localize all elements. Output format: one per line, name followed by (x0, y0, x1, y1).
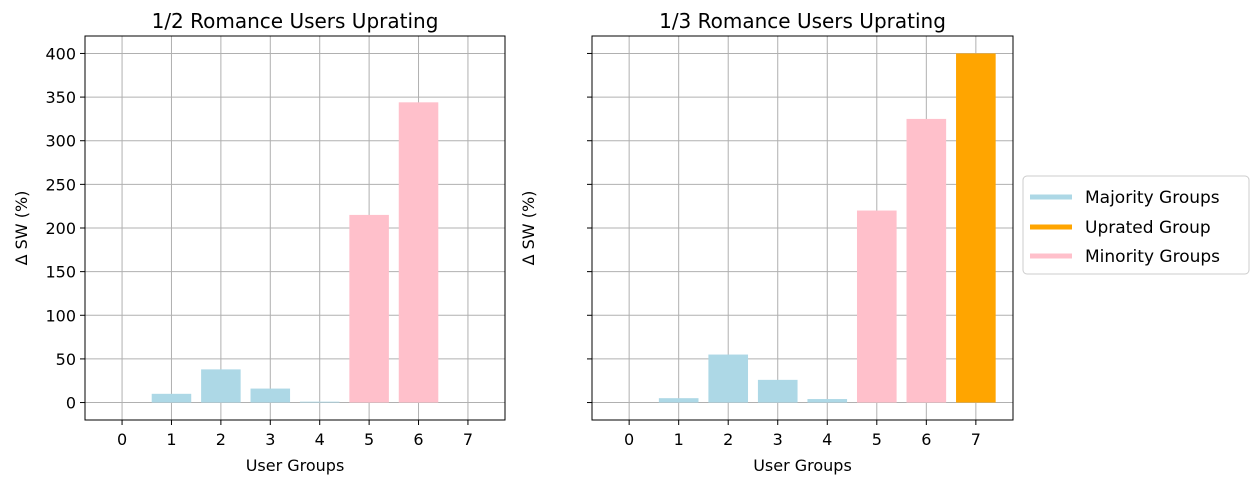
x-tick-label: 1 (674, 430, 684, 449)
chart-title: 1/2 Romance Users Uprating (152, 9, 439, 33)
y-axis-label: Δ SW (%) (519, 191, 538, 266)
x-tick-label: 5 (872, 430, 882, 449)
x-tick-label: 2 (216, 430, 226, 449)
bar-group-2 (201, 369, 241, 403)
x-tick-label: 1 (166, 430, 176, 449)
bar-group-5 (349, 214, 389, 403)
x-tick-label: 3 (265, 430, 275, 449)
bar-group-6 (906, 118, 947, 403)
x-tick-label: 6 (921, 430, 931, 449)
bar-group-1 (658, 398, 699, 403)
y-tick-label: 200 (45, 219, 76, 238)
chart-title: 1/3 Romance Users Uprating (659, 9, 946, 33)
legend-label-majority: Majority Groups (1085, 188, 1220, 208)
x-tick-label: 2 (723, 430, 733, 449)
bar-group-3 (250, 388, 291, 403)
bar-group-3 (757, 379, 798, 403)
y-tick-label: 300 (45, 132, 76, 151)
bar-group-6 (398, 102, 439, 403)
legend-label-minority: Minority Groups (1085, 247, 1220, 267)
legend-label-uprated: Uprated Group (1085, 218, 1211, 238)
chart-panel-left: 0 1 2 3 4 5 6 7 0 50 100 150 200 250 300 350 400 1/2 Roma… (12, 9, 506, 475)
y-tick-label: 0 (66, 394, 76, 413)
axes-frame (84, 35, 506, 421)
x-tick-label: 4 (315, 430, 325, 449)
y-tick-label: 250 (45, 175, 76, 194)
y-tick-label: 100 (45, 306, 76, 325)
legend: Majority Groups Uprated Group Minority G… (1022, 175, 1250, 275)
bar-group-5 (856, 210, 897, 403)
x-tick-label: 0 (624, 430, 634, 449)
x-tick-label: 4 (822, 430, 832, 449)
y-tick-label: 50 (56, 350, 76, 369)
x-axis-label: User Groups (753, 456, 852, 475)
bar-group-2 (708, 354, 749, 403)
bar-group-4 (299, 401, 340, 403)
x-axis-label: User Groups (246, 456, 345, 475)
bar-group-1 (151, 393, 192, 403)
x-tick-label: 7 (463, 430, 473, 449)
legend-frame (1022, 175, 1250, 275)
y-axis-label: Δ SW (%) (12, 191, 31, 266)
y-tick-label: 400 (45, 44, 76, 63)
bar-group-7 (956, 53, 996, 403)
x-tick-label: 5 (364, 430, 374, 449)
x-tick-label: 7 (971, 430, 981, 449)
bar-group-4 (807, 399, 848, 403)
x-tick-label: 0 (117, 430, 127, 449)
chart-panel-right: 0 1 2 3 4 5 6 7 1/3 Romance Users Uprating User G… (519, 9, 1014, 475)
x-tick-label: 3 (773, 430, 783, 449)
y-tick-label: 150 (45, 263, 76, 282)
axes-frame (591, 35, 1014, 421)
x-tick-label: 6 (413, 430, 423, 449)
y-tick-label: 350 (45, 88, 76, 107)
